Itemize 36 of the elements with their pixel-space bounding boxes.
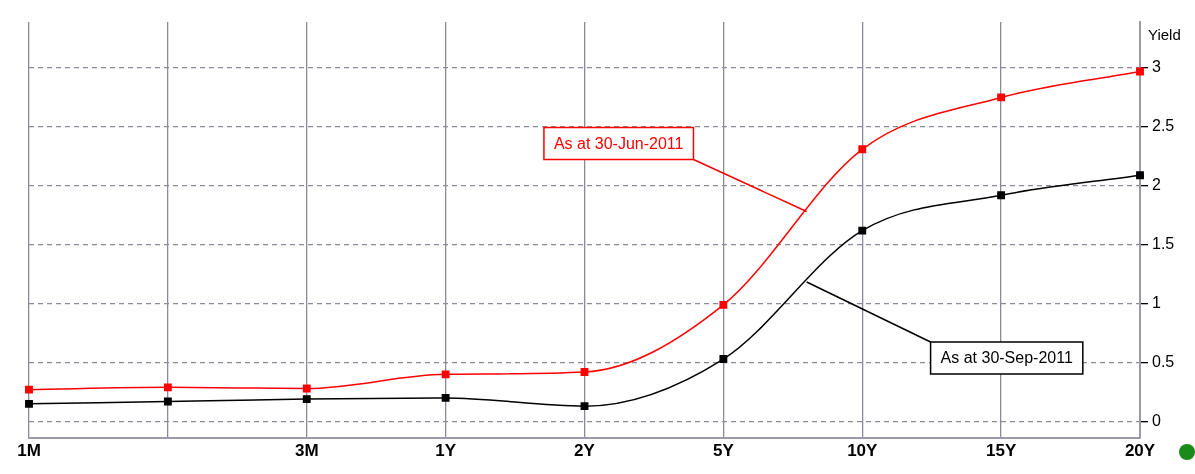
x-tick-label: 2Y	[574, 440, 596, 460]
y-tick-label: 1	[1152, 294, 1161, 312]
y-tick-label: 0	[1152, 411, 1161, 429]
text: As at 30-Sep-2011	[940, 349, 1073, 367]
y-tick-label: 0.5	[1152, 352, 1175, 370]
point	[719, 300, 728, 309]
x-tick-label: 3M	[294, 440, 319, 460]
y-tick-label: 2	[1152, 176, 1161, 194]
y-tick-label: 2.5	[1152, 117, 1175, 135]
point	[163, 397, 172, 406]
y-tick-label: 1.5	[1152, 235, 1175, 253]
x-tick-label: 10Y	[847, 440, 879, 460]
point	[858, 145, 867, 154]
point	[302, 384, 311, 393]
point	[997, 191, 1006, 200]
point	[441, 370, 450, 379]
point	[719, 355, 728, 363]
x-tick-label: 15Y	[986, 440, 1017, 460]
point	[25, 385, 33, 394]
point	[997, 93, 1006, 102]
point	[302, 395, 311, 404]
point	[858, 226, 867, 235]
y-tick-label: 3	[1152, 58, 1161, 76]
point	[163, 383, 172, 392]
text: As at 30-Jun-2011	[553, 134, 684, 152]
point	[441, 394, 450, 402]
point	[580, 368, 589, 376]
y-axis-title: Yield	[1148, 26, 1181, 44]
x-tick-label: 20Y	[1124, 440, 1156, 460]
x-tick-label: 1Y	[435, 440, 457, 460]
x-tick-label: 5Y	[712, 440, 735, 460]
point	[25, 399, 33, 408]
point	[580, 402, 589, 411]
point	[1136, 171, 1144, 180]
point	[1136, 67, 1144, 76]
x-tick-label: 1M	[17, 440, 41, 460]
